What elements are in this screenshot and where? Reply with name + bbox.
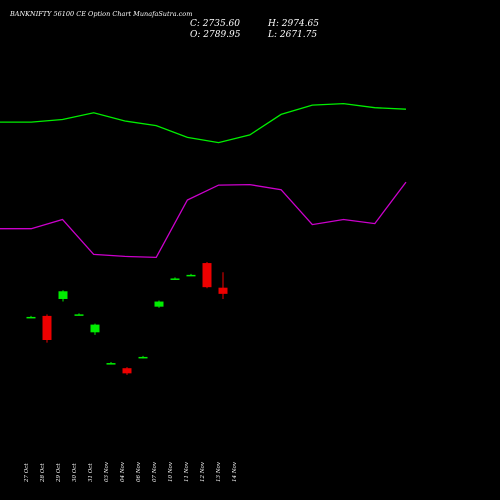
indicator-line-2 bbox=[0, 181, 407, 259]
open-value: O: 2789.95 bbox=[190, 30, 241, 40]
candle bbox=[122, 367, 132, 375]
candle-body bbox=[202, 263, 212, 288]
candle bbox=[170, 277, 180, 280]
candle-body bbox=[74, 314, 84, 316]
candle bbox=[186, 273, 196, 277]
x-tick-label: 29 Oct bbox=[56, 463, 62, 483]
candle bbox=[202, 262, 212, 289]
x-tick-label: 03 Nov bbox=[104, 461, 110, 482]
x-tick-label: 04 Nov bbox=[120, 461, 126, 482]
candle-body bbox=[26, 316, 36, 319]
high-value: H: 2974.65 bbox=[267, 19, 319, 29]
x-axis-labels: 27 Oct 28 Oct 29 Oct 30 Oct 31 Oct 03 Nov 04 N… bbox=[24, 461, 238, 483]
x-tick-label: 10 Nov bbox=[168, 461, 174, 482]
candle-body bbox=[122, 368, 132, 374]
close-value: C: 2735.60 bbox=[190, 19, 240, 29]
candle-body bbox=[218, 287, 228, 294]
candle-body bbox=[58, 291, 68, 299]
candle-body bbox=[138, 356, 148, 359]
candle bbox=[218, 272, 228, 299]
x-tick-label: 11 Nov bbox=[184, 461, 190, 482]
candle-body bbox=[42, 315, 52, 340]
candle bbox=[154, 300, 164, 308]
candle-body bbox=[90, 324, 100, 333]
low-value: L: 2671.75 bbox=[267, 30, 317, 40]
candle-body bbox=[154, 301, 164, 307]
x-tick-label: 14 Nov bbox=[232, 461, 238, 482]
x-tick-label: 07 Nov bbox=[152, 461, 158, 482]
candle bbox=[42, 314, 52, 343]
candle bbox=[26, 315, 36, 319]
candle bbox=[74, 313, 84, 316]
indicator-lines bbox=[0, 102, 407, 259]
x-tick-label: 27 Oct bbox=[24, 463, 30, 483]
candle bbox=[90, 323, 100, 335]
x-tick-label: 13 Nov bbox=[216, 461, 222, 482]
x-tick-label: 31 Oct bbox=[88, 463, 94, 482]
candle bbox=[138, 355, 148, 359]
candle bbox=[106, 362, 116, 365]
chart-title: BANKNIFTY 56100 CE Option Chart MunafaSu… bbox=[9, 10, 192, 18]
candle-body bbox=[106, 363, 116, 365]
x-tick-label: 28 Oct bbox=[40, 463, 46, 483]
candle-body bbox=[170, 278, 180, 280]
x-tick-label: 12 Nov bbox=[200, 461, 206, 482]
candles bbox=[26, 262, 228, 375]
candle-body bbox=[186, 274, 196, 277]
candle bbox=[58, 290, 68, 302]
x-tick-label: 30 Oct bbox=[72, 463, 78, 482]
indicator-line-1 bbox=[0, 102, 407, 144]
x-tick-label: 06 Nov bbox=[136, 461, 142, 482]
